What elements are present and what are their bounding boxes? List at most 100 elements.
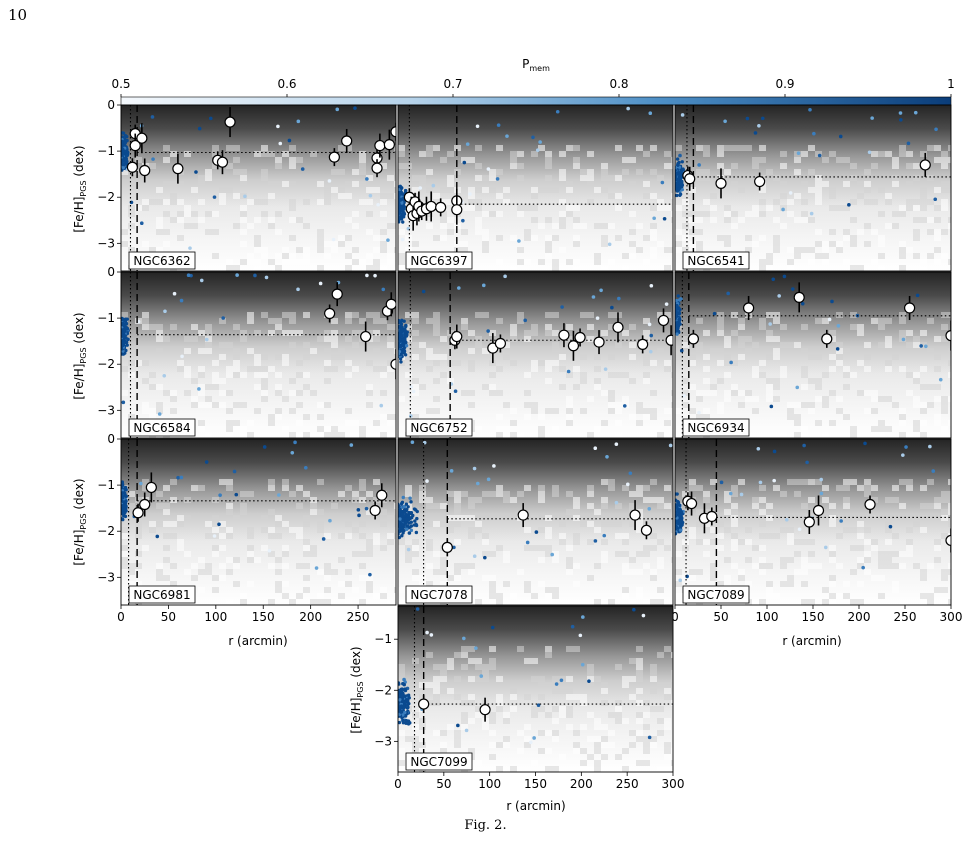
member-star	[517, 509, 529, 521]
member-star	[441, 541, 453, 553]
field-star	[580, 662, 585, 667]
cluster-core-star	[405, 527, 409, 531]
field-star	[538, 140, 542, 144]
member-star	[706, 510, 718, 523]
member-stars	[682, 491, 951, 553]
member-star	[224, 116, 236, 128]
cluster-core-star	[404, 502, 409, 506]
cluster-core-star	[675, 532, 678, 536]
y-axis-labels: [Fe/H]PGS (dex) [Fe/H]PGS (dex) [Fe/H]PG…	[72, 145, 365, 733]
x-tick-label: 50	[161, 610, 176, 624]
x-tick-label: 200	[570, 777, 593, 791]
member-star	[425, 200, 437, 213]
member-stars	[132, 472, 388, 522]
member-star	[684, 173, 696, 185]
field-star	[376, 202, 380, 207]
field-star	[800, 301, 805, 306]
field-star	[523, 318, 528, 323]
cluster-core-star	[399, 327, 403, 331]
field-star	[204, 460, 209, 464]
field-star	[928, 444, 932, 449]
cluster-core-star	[401, 519, 405, 523]
member-star	[390, 126, 396, 138]
field-star	[536, 703, 541, 708]
cluster-core-star	[412, 507, 417, 511]
field-star	[679, 348, 684, 353]
field-star	[772, 478, 776, 483]
cluster-core-star	[121, 352, 124, 356]
field-star	[197, 126, 202, 131]
field-star	[373, 273, 377, 278]
cluster-core-stars	[675, 492, 685, 536]
panel-frame	[674, 104, 952, 272]
field-star	[753, 131, 758, 135]
cluster-core-star	[121, 484, 124, 488]
panel-frame	[397, 104, 674, 272]
cluster-core-star	[121, 317, 125, 321]
y-tick-label: −2	[97, 524, 115, 538]
field-star	[649, 333, 654, 338]
cluster-core-star	[403, 327, 407, 331]
y-tick-label: −3	[97, 403, 115, 417]
cluster-core-star	[401, 213, 405, 217]
cluster-core-star	[121, 517, 125, 522]
cluster-core-star	[121, 339, 123, 343]
panel-frame	[120, 438, 397, 606]
member-star	[341, 135, 353, 147]
cluster-core-star	[677, 317, 681, 322]
member-star	[640, 524, 653, 536]
field-star	[472, 466, 477, 471]
cluster-core-star	[675, 172, 678, 176]
field-star	[602, 533, 607, 538]
field-star	[453, 389, 458, 394]
member-star	[371, 162, 383, 174]
field-star	[221, 316, 226, 320]
cluster-core-star	[122, 143, 127, 147]
x-tick-label: 100	[478, 777, 501, 791]
field-star	[719, 480, 724, 485]
field-star	[682, 394, 686, 398]
field-star	[212, 534, 217, 538]
cluster-core-star	[677, 186, 682, 191]
cluster-core-star	[407, 531, 412, 535]
density-texture	[675, 312, 951, 438]
cluster-name-box	[405, 752, 473, 771]
cluster-core-star	[400, 529, 405, 533]
member-star	[864, 498, 876, 511]
field-star	[234, 492, 239, 497]
member-star	[385, 298, 396, 310]
field-star	[532, 736, 536, 740]
cluster-core-star	[398, 217, 401, 221]
field-star	[365, 177, 369, 181]
field-star	[204, 337, 209, 342]
cluster-name-box	[682, 251, 750, 270]
member-star	[139, 498, 151, 511]
field-star	[353, 106, 357, 110]
cluster-core-star	[679, 510, 684, 514]
cluster-core-star	[400, 192, 404, 196]
field-star	[729, 360, 733, 365]
field-star	[901, 453, 905, 457]
field-star	[481, 283, 486, 288]
field-star	[652, 216, 656, 221]
field-star	[595, 316, 600, 320]
cluster-core-star	[401, 220, 405, 224]
field-star	[593, 539, 598, 543]
field-star	[817, 153, 822, 158]
cluster-core-star	[398, 345, 403, 349]
field-star	[647, 322, 652, 327]
cluster-core-star	[398, 691, 400, 695]
cluster-core-star	[124, 159, 128, 164]
member-star	[136, 132, 148, 144]
member-star	[369, 504, 381, 517]
field-star	[617, 296, 621, 301]
field-star	[486, 329, 490, 333]
panel-ngc6397: NGC6397	[397, 104, 674, 272]
cluster-core-star	[403, 188, 408, 193]
cluster-core-star	[404, 718, 408, 723]
cluster-core-star	[406, 514, 411, 518]
member-stars	[418, 695, 491, 722]
field-star	[760, 116, 765, 121]
field-star	[267, 548, 272, 553]
cluster-core-star	[403, 353, 408, 357]
